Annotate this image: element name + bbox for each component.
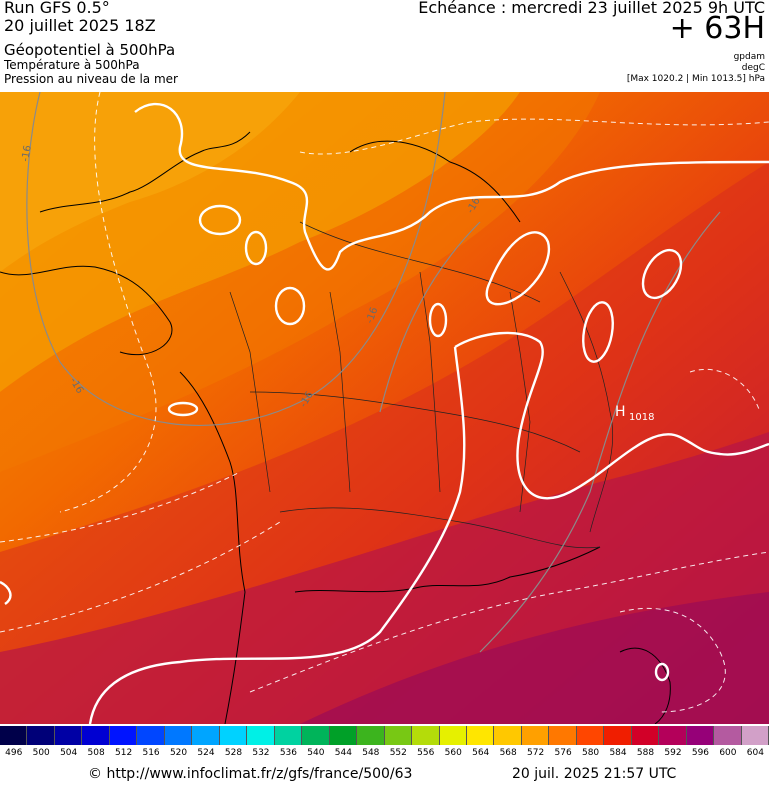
colorbar-label: 516 (142, 748, 160, 758)
run-title: Run GFS 0.5° (4, 0, 110, 17)
colorbar-label: 500 (32, 748, 50, 758)
colorbar (0, 726, 769, 745)
colorbar-label: 520 (169, 748, 188, 758)
colorbar-swatch (384, 726, 413, 745)
colorbar-swatch (686, 726, 715, 745)
colorbar-swatch (137, 726, 165, 745)
colorbar-swatch (576, 726, 605, 745)
colorbar-swatch (439, 726, 467, 745)
isobars (0, 102, 769, 724)
colorbar-label: 572 (527, 748, 545, 758)
colorbar-label: 596 (691, 748, 710, 758)
coastlines (0, 131, 671, 724)
colorbar-swatch (741, 726, 769, 745)
colorbar-label: 540 (307, 748, 325, 758)
source-url: © http://www.infoclimat.fr/z/gfs/france/… (88, 766, 413, 782)
colorbar-label: 592 (664, 748, 682, 758)
unit-degc: degC (741, 63, 765, 73)
colorbar-label: 580 (581, 748, 600, 758)
colorbar-label: 588 (636, 748, 655, 758)
colorbar-label: 584 (609, 748, 627, 758)
unit-gpdam: gpdam (733, 52, 765, 62)
colorbar-swatch (109, 726, 138, 745)
colorbar-swatch (164, 726, 193, 745)
colorbar-swatch (219, 726, 248, 745)
param-geopotential: Géopotentiel à 500hPa (4, 41, 176, 59)
colorbar-label: 556 (417, 748, 435, 758)
colorbar-swatch (0, 726, 28, 745)
colorbar-label: 548 (362, 748, 380, 758)
colorbar-swatch (82, 726, 110, 745)
colorbar-swatch (274, 726, 303, 745)
colorbar-swatch (604, 726, 632, 745)
param-pressure: Pression au niveau de la mer (4, 72, 178, 86)
forecast-map: -16 -16 -16 -16 -16 (0, 92, 769, 724)
geopotential-band-592 (300, 592, 769, 724)
colorbar-label: 552 (389, 748, 407, 758)
geopotential-band-580 (0, 92, 600, 472)
colorbar-label: 576 (554, 748, 572, 758)
colorbar-swatch (192, 726, 220, 745)
colorbar-label: 560 (444, 748, 462, 758)
colorbar-swatch (27, 726, 55, 745)
colorbar-swatch (549, 726, 577, 745)
high-pressure-center: H 1018 (615, 404, 654, 423)
colorbar-label: 604 (746, 748, 764, 758)
dashed-contours (0, 92, 769, 713)
colorbar-swatch (466, 726, 495, 745)
colorbar-label: 496 (5, 748, 23, 758)
param-temperature: Température à 500hPa (4, 58, 140, 72)
colorbar-label: 508 (87, 748, 105, 758)
colorbar-swatch (54, 726, 83, 745)
colorbar-swatch (631, 726, 660, 745)
colorbar-label: 544 (334, 748, 352, 758)
colorbar-label: 564 (472, 748, 490, 758)
isotherm-label: -16 (20, 145, 34, 163)
colorbar-label: 524 (197, 748, 215, 758)
pressure-minmax: [Max 1020.2 | Min 1013.5] hPa (626, 74, 765, 84)
colorbar-swatch (659, 726, 687, 745)
generated-timestamp: 20 juil. 2025 21:57 UTC (512, 766, 677, 782)
colorbar-label: 536 (279, 748, 298, 758)
colorbar-swatch (357, 726, 385, 745)
colorbar-swatch (329, 726, 358, 745)
colorbar-swatch (412, 726, 440, 745)
high-pressure-letter: H (615, 404, 626, 420)
isotherm-label: -16 (364, 306, 380, 325)
run-date: 20 juillet 2025 18Z (4, 16, 156, 35)
colorbar-label: 600 (719, 748, 737, 758)
forecast-time: Echéance : mercredi 23 juillet 2025 9h U… (418, 0, 765, 17)
isotherms (26, 92, 721, 653)
colorbar-swatch (521, 726, 550, 745)
colorbar-swatch (302, 726, 330, 745)
colorbar-label: 512 (115, 748, 133, 758)
colorbar-label: 504 (60, 748, 78, 758)
forecast-offset: + 63H (669, 11, 765, 46)
colorbar-labels: 496 500 504 508 512 516 520 524 528 532 536 540 544 5… (0, 748, 769, 762)
map-canvas: -16 -16 -16 -16 -16 (0, 92, 769, 724)
colorbar-swatch (714, 726, 742, 745)
colorbar-label: 568 (499, 748, 517, 758)
borders (229, 221, 614, 549)
colorbar-swatch (494, 726, 522, 745)
high-pressure-value: 1018 (629, 412, 654, 423)
colorbar-label: 532 (252, 748, 270, 758)
colorbar-label: 528 (224, 748, 243, 758)
colorbar-swatch (247, 726, 275, 745)
